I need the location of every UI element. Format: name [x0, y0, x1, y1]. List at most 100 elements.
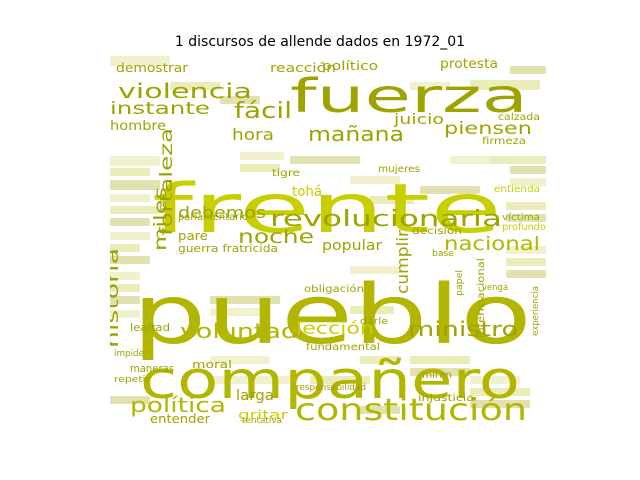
cloud-word: compañero	[140, 351, 520, 411]
cloud-word: revolucionaria	[270, 207, 502, 232]
cloud-word: fuerza	[290, 69, 528, 123]
cloud-word: fácil	[234, 99, 292, 124]
cloud-word: noche	[238, 226, 314, 248]
filler-texture	[110, 218, 150, 226]
cloud-word: historia	[110, 248, 123, 348]
filler-texture	[210, 308, 270, 316]
filler-texture	[506, 202, 546, 210]
cloud-word: violencia	[118, 79, 252, 103]
cloud-word: decisión	[412, 225, 462, 237]
filler-texture	[110, 296, 140, 304]
filler-texture	[350, 306, 394, 314]
cloud-word: popular	[322, 238, 382, 254]
filler-texture	[310, 376, 370, 384]
filler-texture	[110, 168, 150, 176]
cloud-word: darle	[360, 317, 389, 327]
word-cloud: pueblo frente compañero fuerza constitución r…	[110, 56, 546, 426]
filler-texture	[450, 156, 490, 164]
filler-texture	[506, 246, 546, 254]
cloud-word: obligación	[304, 283, 364, 295]
filler-texture	[360, 356, 400, 364]
cloud-word: mañana	[308, 122, 404, 146]
cloud-word: impide	[114, 349, 144, 359]
cloud-word: papel	[455, 270, 465, 296]
filler-texture	[420, 186, 480, 194]
filler-texture	[506, 258, 546, 266]
cloud-word: maneras	[130, 362, 174, 375]
filler-texture	[360, 406, 400, 414]
filler-texture	[110, 156, 160, 166]
cloud-word: lealtad	[130, 321, 170, 334]
filler-texture	[110, 396, 150, 404]
cloud-word: repetir	[114, 375, 150, 385]
filler-texture	[410, 368, 470, 376]
filler-texture	[240, 152, 284, 160]
cloud-word: miles	[151, 187, 171, 251]
cloud-word: fortaleza	[157, 128, 177, 236]
cloud-word: pueblo	[132, 268, 532, 363]
cloud-word: político	[322, 59, 378, 73]
filler-texture	[470, 388, 530, 396]
cloud-word: nacional	[444, 233, 540, 255]
cloud-word: hora	[232, 125, 274, 144]
cloud-word: víctima	[502, 213, 540, 223]
cloud-word: base	[432, 249, 454, 259]
filler-texture	[490, 156, 546, 164]
cloud-word: constitución	[295, 393, 527, 426]
filler-texture	[110, 206, 160, 214]
cloud-word: ministro	[408, 317, 518, 341]
cloud-word: política	[130, 393, 226, 417]
filler-texture	[210, 376, 290, 384]
cloud-word: calzada	[498, 112, 540, 123]
figure-title: 1 discursos de allende dados en 1972_01	[174, 34, 466, 50]
cloud-word: protesta	[440, 57, 498, 72]
cloud-word: guerra fratricida	[178, 242, 278, 255]
filler-texture	[506, 270, 546, 278]
filler-texture	[110, 310, 140, 318]
filler-texture	[410, 82, 450, 90]
cloud-word: demostrar	[116, 61, 188, 75]
cloud-word: responsabilidad	[296, 383, 366, 393]
cloud-word: juicio	[393, 112, 444, 128]
filler-texture	[370, 196, 414, 204]
cloud-word: debemos	[178, 203, 266, 222]
filler-texture	[110, 194, 150, 202]
cloud-word: parlamentario	[178, 212, 248, 223]
filler-texture	[170, 82, 220, 90]
filler-texture	[350, 266, 400, 274]
filler-texture	[110, 284, 140, 292]
filler-texture	[506, 214, 546, 222]
cloud-word: pare	[178, 229, 208, 243]
cloud-word: tentativa	[242, 416, 282, 426]
filler-texture	[470, 376, 520, 384]
filler-texture	[510, 166, 546, 174]
cloud-word: larga	[236, 388, 274, 404]
cloud-word: experiencia	[531, 286, 541, 336]
cloud-word: entienda	[494, 184, 540, 195]
cloud-word: hombre	[110, 119, 166, 134]
filler-texture	[110, 272, 140, 280]
cloud-word: instante	[110, 99, 210, 119]
cloud-word: mujeres	[378, 164, 420, 175]
filler-texture	[510, 66, 546, 74]
filler-texture	[110, 256, 150, 264]
cloud-word: lección	[296, 319, 374, 339]
cloud-word: piensen	[444, 119, 532, 139]
cloud-word: gritar	[238, 408, 288, 422]
cloud-word: entender	[150, 412, 210, 426]
cloud-word: voluntad	[180, 319, 298, 343]
filler-texture	[240, 164, 280, 172]
filler-texture	[410, 356, 470, 364]
filler-texture	[510, 178, 546, 186]
word-cloud-canvas: pueblofrentecompañerofuerzaconstituciónr…	[110, 56, 546, 426]
cloud-word: venga	[482, 283, 508, 293]
filler-texture	[110, 232, 150, 240]
filler-texture	[210, 356, 270, 364]
cloud-word: tigre	[272, 168, 300, 179]
cloud-word: cumplir	[393, 230, 412, 294]
cloud-word: interrnacional	[476, 258, 487, 338]
cloud-word: fundamental	[306, 342, 380, 353]
cloud-word: frente	[152, 170, 502, 249]
filler-texture	[110, 244, 140, 252]
filler-texture	[110, 56, 170, 66]
